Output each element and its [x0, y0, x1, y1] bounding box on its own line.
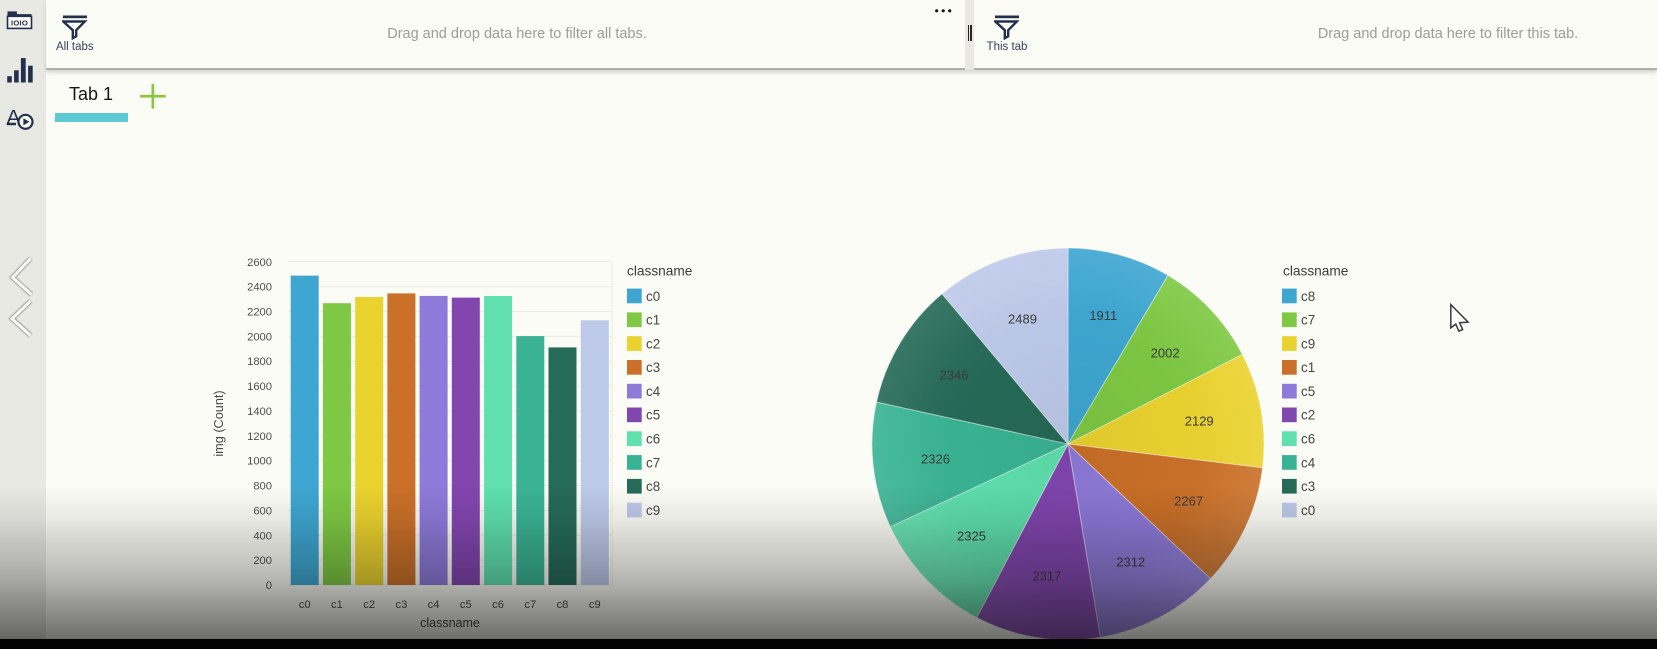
svg-text:c0: c0 — [299, 599, 311, 611]
svg-text:1400: 1400 — [247, 406, 272, 418]
svg-text:classname: classname — [1283, 264, 1348, 279]
svg-text:c5: c5 — [1301, 384, 1315, 399]
svg-text:c1: c1 — [331, 599, 343, 611]
svg-text:400: 400 — [253, 530, 272, 542]
svg-text:2129: 2129 — [1185, 413, 1214, 428]
svg-text:c7: c7 — [524, 599, 536, 611]
svg-text:classname: classname — [627, 264, 692, 279]
svg-text:2002: 2002 — [1151, 345, 1180, 360]
svg-text:c9: c9 — [646, 503, 660, 518]
svg-text:c7: c7 — [1301, 313, 1315, 328]
svg-text:c3: c3 — [1301, 479, 1315, 494]
svg-text:c8: c8 — [646, 479, 660, 494]
svg-text:1800: 1800 — [247, 356, 272, 368]
svg-text:c5: c5 — [460, 599, 472, 611]
svg-text:2346: 2346 — [940, 368, 969, 383]
svg-text:c1: c1 — [646, 313, 660, 328]
svg-text:c8: c8 — [557, 599, 569, 611]
svg-text:img (Count): img (Count) — [212, 390, 226, 456]
svg-text:1911: 1911 — [1089, 308, 1117, 323]
svg-text:c6: c6 — [646, 432, 660, 447]
svg-text:1000: 1000 — [247, 456, 272, 468]
svg-text:c6: c6 — [1301, 432, 1315, 447]
svg-text:2312: 2312 — [1116, 554, 1145, 569]
svg-text:1200: 1200 — [247, 431, 272, 443]
svg-text:classname: classname — [420, 616, 480, 630]
svg-text:c0: c0 — [646, 289, 660, 304]
svg-text:2317: 2317 — [1032, 568, 1061, 583]
svg-text:c6: c6 — [492, 599, 504, 611]
svg-text:c8: c8 — [1301, 289, 1315, 304]
svg-text:2000: 2000 — [247, 331, 272, 343]
svg-text:c3: c3 — [646, 360, 660, 375]
svg-text:c9: c9 — [589, 599, 601, 611]
svg-text:c1: c1 — [1301, 360, 1315, 375]
svg-text:c7: c7 — [646, 455, 660, 470]
svg-text:2325: 2325 — [957, 529, 986, 544]
svg-text:c4: c4 — [428, 599, 440, 611]
svg-text:2400: 2400 — [247, 282, 272, 294]
svg-text:2267: 2267 — [1174, 493, 1203, 508]
svg-text:c9: c9 — [1301, 336, 1315, 351]
svg-text:0: 0 — [266, 580, 272, 592]
svg-text:200: 200 — [253, 555, 272, 567]
svg-text:c2: c2 — [1301, 408, 1315, 423]
svg-text:c5: c5 — [646, 408, 660, 423]
svg-text:c3: c3 — [395, 599, 407, 611]
svg-text:2600: 2600 — [247, 257, 272, 269]
svg-text:800: 800 — [253, 481, 272, 493]
svg-text:c0: c0 — [1301, 503, 1315, 518]
svg-text:2326: 2326 — [921, 451, 950, 466]
svg-text:c4: c4 — [646, 384, 661, 399]
svg-text:c4: c4 — [1301, 455, 1316, 470]
svg-text:1600: 1600 — [247, 381, 272, 393]
svg-text:2200: 2200 — [247, 307, 272, 319]
svg-text:c2: c2 — [363, 599, 375, 611]
svg-text:2489: 2489 — [1008, 311, 1037, 326]
svg-text:600: 600 — [253, 505, 272, 517]
svg-text:c2: c2 — [646, 336, 660, 351]
